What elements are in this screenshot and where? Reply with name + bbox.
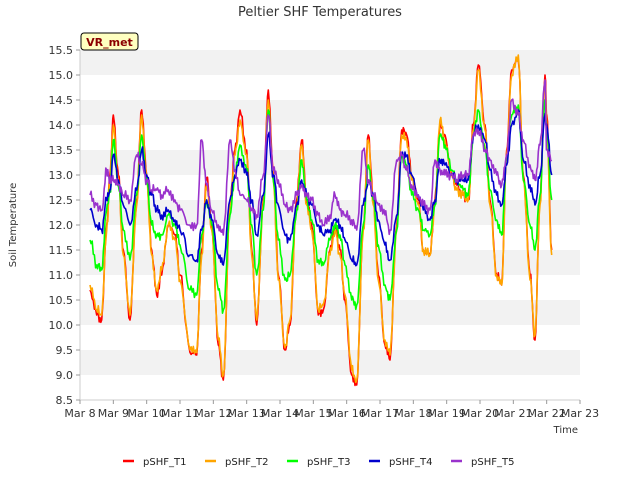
x-tick-label: Mar 12 xyxy=(194,407,232,420)
y-tick-label: 12.0 xyxy=(49,219,74,232)
y-tick-label: 14.0 xyxy=(49,119,74,132)
y-tick-label: 8.5 xyxy=(56,394,74,407)
plot-bands xyxy=(80,50,580,400)
y-tick-label: 15.5 xyxy=(49,44,74,57)
grid-band xyxy=(80,300,580,325)
chart-title: Peltier SHF Temperatures xyxy=(238,5,402,20)
y-tick-label: 15.0 xyxy=(49,69,74,82)
y-tick-label: 13.5 xyxy=(49,144,74,157)
x-tick-label: Mar 10 xyxy=(128,407,166,420)
grid-band xyxy=(80,125,580,150)
y-tick-label: 9.0 xyxy=(56,369,74,382)
x-tick-label: Mar 17 xyxy=(361,407,399,420)
grid-band xyxy=(80,325,580,350)
series-layer xyxy=(89,54,553,387)
x-tick-label: Mar 19 xyxy=(428,407,466,420)
annotation-badge: VR_met xyxy=(80,32,139,51)
grid-band xyxy=(80,375,580,400)
y-axis-ticks: 8.5 9.0 9.5 10.0 10.5 11.0 11.5 12.0 12.5 13.0 13.… xyxy=(49,44,80,407)
grid-band xyxy=(80,100,580,125)
y-tick-label: 14.5 xyxy=(49,94,74,107)
x-tick-label: Mar 11 xyxy=(161,407,199,420)
legend: pSHF_T1 pSHF_T2 pSHF_T3 pSHF_T4 pSHF_T5 xyxy=(123,457,514,468)
x-axis-title: Time xyxy=(553,425,578,436)
y-tick-label: 13.0 xyxy=(49,169,74,182)
x-tick-label: Mar 21 xyxy=(494,407,532,420)
x-tick-label: Mar 18 xyxy=(394,407,432,420)
x-tick-label: Mar 14 xyxy=(261,407,299,420)
x-tick-label: Mar 8 xyxy=(64,407,95,420)
y-tick-label: 10.0 xyxy=(49,319,74,332)
x-tick-label: Mar 9 xyxy=(98,407,129,420)
y-tick-label: 11.5 xyxy=(49,244,74,257)
series-line-pSHF_T4 xyxy=(89,109,553,267)
series-line-pSHF_T3 xyxy=(89,99,553,314)
series-line-pSHF_T5 xyxy=(89,79,553,236)
grid-band xyxy=(80,50,580,75)
x-tick-label: Mar 20 xyxy=(461,407,499,420)
annotation-box xyxy=(80,32,139,51)
y-tick-label: 10.5 xyxy=(49,294,74,307)
y-axis-title: Soil Temperature xyxy=(8,183,19,268)
x-tick-label: Mar 16 xyxy=(328,407,366,420)
legend-label-pSHF_T3: pSHF_T3 xyxy=(307,457,350,468)
x-tick-label: Mar 22 xyxy=(528,407,566,420)
y-tick-label: 9.5 xyxy=(56,344,74,357)
legend-label-pSHF_T5: pSHF_T5 xyxy=(471,457,514,468)
legend-label-pSHF_T1: pSHF_T1 xyxy=(143,457,186,468)
y-tick-label: 12.5 xyxy=(49,194,74,207)
x-tick-label: Mar 23 xyxy=(561,407,599,420)
grid-band xyxy=(80,350,580,375)
series-line-pSHF_T2 xyxy=(89,54,553,384)
x-tick-label: Mar 15 xyxy=(294,407,332,420)
series-line-pSHF_T1 xyxy=(89,59,553,387)
x-tick-label: Mar 13 xyxy=(228,407,266,420)
grid-band xyxy=(80,75,580,100)
legend-label-pSHF_T4: pSHF_T4 xyxy=(389,457,432,468)
annotation-text: VR_met xyxy=(86,36,133,49)
y-tick-label: 11.0 xyxy=(49,269,74,282)
legend-label-pSHF_T2: pSHF_T2 xyxy=(225,457,268,468)
